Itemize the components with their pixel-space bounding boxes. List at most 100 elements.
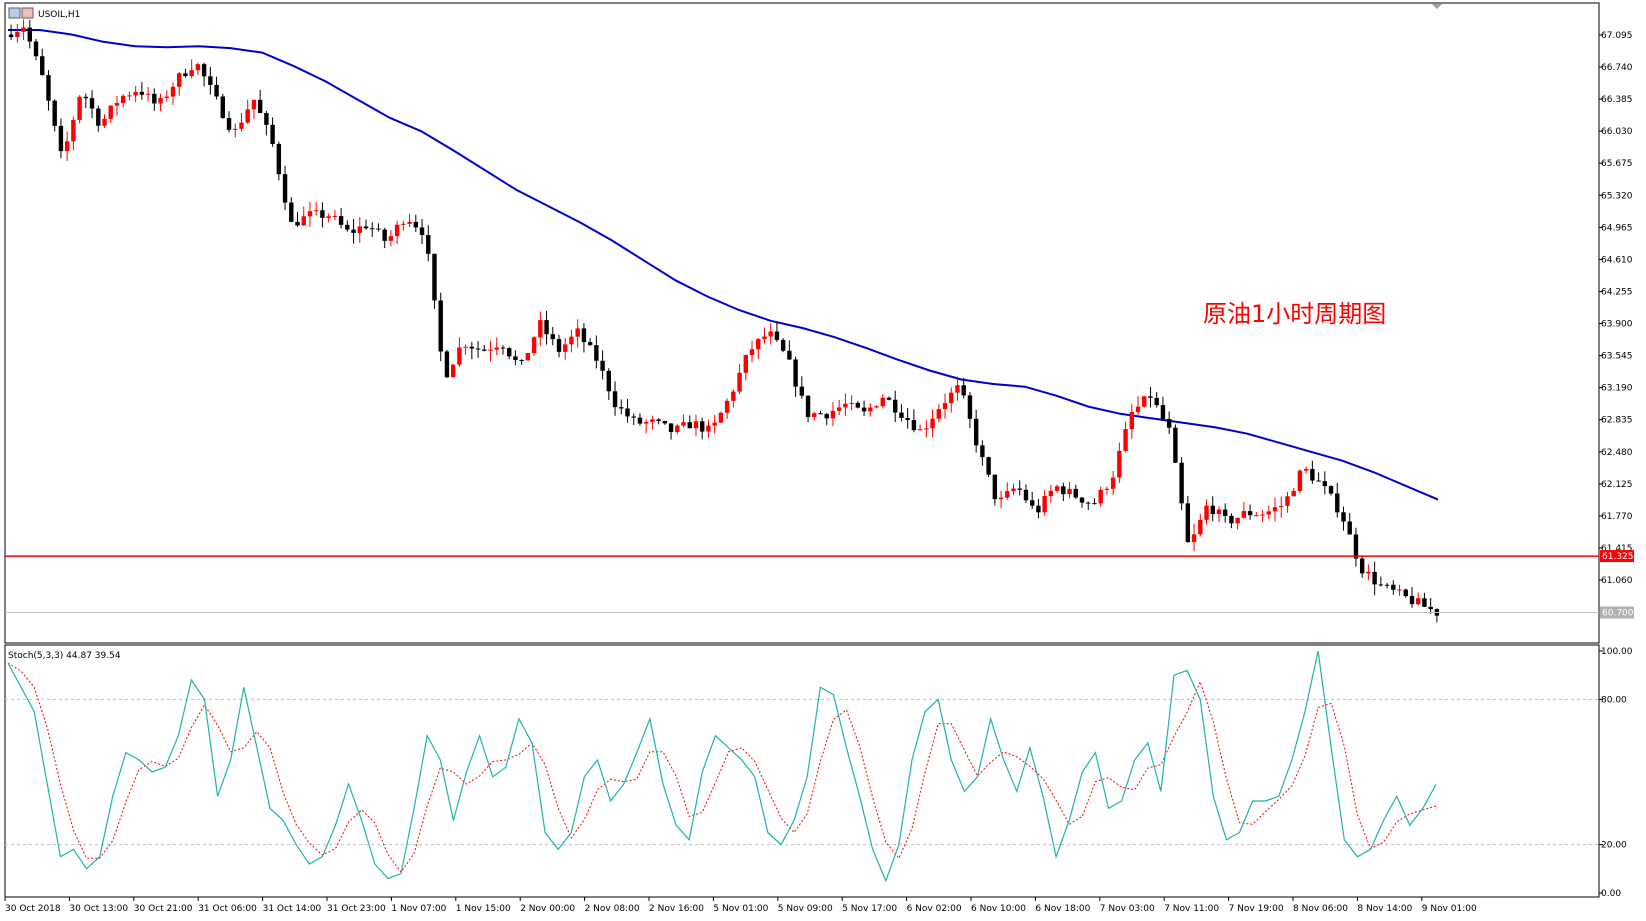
price-panel[interactable] <box>4 2 1600 644</box>
candle-bull <box>706 425 711 432</box>
candle-bull <box>643 421 649 424</box>
stoch-main-line <box>7 650 1437 883</box>
support-price-tag <box>1600 550 1634 563</box>
candle-bull <box>712 422 717 426</box>
candle-bear <box>687 422 692 429</box>
candle-bear <box>1185 503 1191 543</box>
candle-bull <box>108 105 113 119</box>
candle-bear <box>625 408 630 417</box>
x-tick-label: 2 Nov 00:00 <box>520 904 575 914</box>
candle-bear <box>519 360 524 362</box>
candle-bear <box>1029 500 1035 506</box>
candle-bear <box>46 75 51 101</box>
candle-bull <box>15 31 20 38</box>
candle-bull <box>145 93 151 95</box>
candle-bull <box>693 421 699 429</box>
candle-bear <box>289 202 294 222</box>
y-axis-ticks: 67.095 66.740 66.385 66.030 65.675 65.320 64.9… <box>1599 31 1633 586</box>
candle-bear <box>818 413 823 415</box>
candle-bull <box>538 320 543 338</box>
candle-bull <box>177 73 182 87</box>
candle-bull <box>1117 450 1122 478</box>
candle-bull <box>936 409 941 419</box>
candle-bear <box>980 445 985 458</box>
stoch-tick-label: 80.00 <box>1601 695 1627 705</box>
candle-bear <box>637 417 643 424</box>
candle-bear <box>58 125 64 152</box>
y-tick-label: 62.125 <box>1601 480 1633 490</box>
candle-bear <box>1148 396 1153 398</box>
candle-bear <box>1086 502 1091 504</box>
candle-bull <box>749 349 755 356</box>
candle-bear <box>469 346 475 349</box>
candle-bear <box>1017 488 1022 490</box>
candle-bear <box>780 339 786 351</box>
candle-bull <box>575 328 580 337</box>
y-tick-label: 66.385 <box>1601 95 1633 105</box>
x-tick-label: 5 Nov 09:00 <box>778 904 833 914</box>
y-tick-label: 61.770 <box>1601 512 1633 522</box>
candle-bull <box>388 236 394 241</box>
candle-bull <box>942 403 948 410</box>
candle-bear <box>662 420 668 424</box>
candle-bull <box>133 91 138 96</box>
candle-bull <box>494 347 499 350</box>
candle-bear <box>886 397 892 400</box>
candle-bull <box>675 425 680 433</box>
candle-bull <box>1129 412 1135 430</box>
candle-bear <box>911 419 917 431</box>
candle-bear <box>1316 480 1321 482</box>
candle-bull <box>401 223 406 225</box>
candle-bear <box>1166 418 1172 428</box>
candle-bear <box>1079 497 1085 503</box>
x-tick-label: 9 Nov 01:00 <box>1422 904 1477 914</box>
candle-bear <box>1391 584 1396 590</box>
x-tick-label: 8 Nov 14:00 <box>1357 904 1412 914</box>
x-tick-label: 30 Oct 21:00 <box>134 904 193 914</box>
candle-bull <box>1054 486 1060 491</box>
candle-bull <box>1254 515 1259 517</box>
x-tick-label: 1 Nov 07:00 <box>391 904 446 914</box>
scroll-marker-icon[interactable] <box>1432 4 1442 9</box>
candle-bear <box>1092 503 1097 505</box>
candle-bear <box>799 386 805 396</box>
candle-bear <box>1378 584 1384 586</box>
candle-bear <box>370 228 375 230</box>
y-tick-label: 61.415 <box>1601 544 1633 554</box>
candle-bear <box>656 419 661 421</box>
candle-bear <box>824 414 829 419</box>
candle-bear <box>544 320 549 335</box>
candles <box>8 19 1440 623</box>
candle-bull <box>812 413 817 418</box>
y-tick-label: 65.675 <box>1601 159 1633 169</box>
stoch-panel[interactable] <box>4 644 1600 898</box>
candle-bear <box>631 416 636 418</box>
candle-bull <box>170 86 176 97</box>
candle-bull <box>1303 468 1309 471</box>
candle-bull <box>880 397 885 407</box>
candle-bull <box>1416 598 1421 605</box>
candle-bear <box>619 407 624 409</box>
candle-bull <box>1204 505 1209 520</box>
candle-bear <box>500 347 506 349</box>
candle-bear <box>226 117 232 130</box>
x-tick-label: 2 Nov 16:00 <box>649 904 704 914</box>
candle-bear <box>419 227 425 236</box>
candle-bull <box>1397 589 1402 591</box>
candle-bear <box>1422 598 1427 607</box>
candle-bull <box>120 95 126 103</box>
candle-bull <box>718 412 724 423</box>
candle-bull <box>1142 396 1147 407</box>
candle-bear <box>700 421 705 432</box>
candle-bear <box>376 228 381 230</box>
price-levels: 61.325 60.700 <box>5 550 1634 619</box>
candle-bear <box>40 56 45 76</box>
y-tick-label: 66.030 <box>1601 127 1633 137</box>
candle-bull <box>1272 507 1278 512</box>
candle-bear <box>89 98 95 109</box>
candle-bear <box>899 412 904 418</box>
candle-bull <box>731 391 736 401</box>
candle-bull <box>563 344 568 352</box>
candle-bull <box>1235 517 1240 524</box>
candle-bull <box>245 109 250 123</box>
